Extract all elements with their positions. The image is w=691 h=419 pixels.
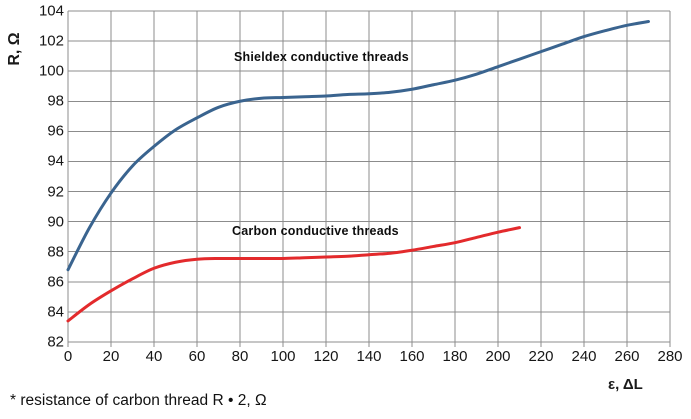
y-tick-label: 84 (47, 303, 64, 321)
footnote: * resistance of carbon thread R • 2, Ω (10, 392, 267, 409)
series-label-carbon: Carbon conductive threads (232, 224, 399, 238)
x-tick-label: 220 (528, 348, 554, 365)
x-tick-label: 40 (145, 348, 163, 365)
y-tick-label: 98 (47, 92, 64, 110)
y-tick-label: 82 (47, 333, 64, 351)
x-tick-label: 60 (188, 348, 206, 365)
x-tick-label: 180 (442, 348, 468, 365)
x-tick-label: 200 (485, 348, 511, 365)
x-tick-label: 0 (63, 348, 73, 365)
y-tick-label: 90 (47, 213, 64, 231)
y-tick-label: 92 (47, 183, 64, 201)
x-tick-label: 140 (356, 348, 382, 365)
y-tick-label: 86 (47, 273, 64, 291)
x-tick-label: 260 (614, 348, 640, 365)
series-line-carbon (66, 226, 521, 323)
x-tick-label: 80 (231, 348, 249, 365)
x-tick-label: 100 (270, 348, 296, 365)
y-tick-label: 88 (47, 243, 64, 261)
y-tick-label: 102 (38, 32, 64, 50)
x-axis-title: ε, ΔL (608, 376, 643, 393)
y-tick-label: 94 (47, 152, 64, 170)
y-tick-label: 104 (38, 2, 64, 20)
y-tick-label: 100 (38, 62, 64, 80)
x-tick-label: 240 (571, 348, 597, 365)
series-line-shieldex (66, 20, 650, 272)
x-tick-label: 160 (399, 348, 425, 365)
x-tick-label: 280 (657, 348, 683, 365)
x-tick-label: 120 (313, 348, 339, 365)
y-tick-label: 96 (47, 122, 64, 140)
series-label-shieldex: Shieldex conductive threads (234, 50, 409, 64)
x-tick-label: 20 (102, 348, 120, 365)
y-axis-tick-labels: 82 84 86 88 90 92 94 96 98 100 102 104 (20, 0, 64, 419)
